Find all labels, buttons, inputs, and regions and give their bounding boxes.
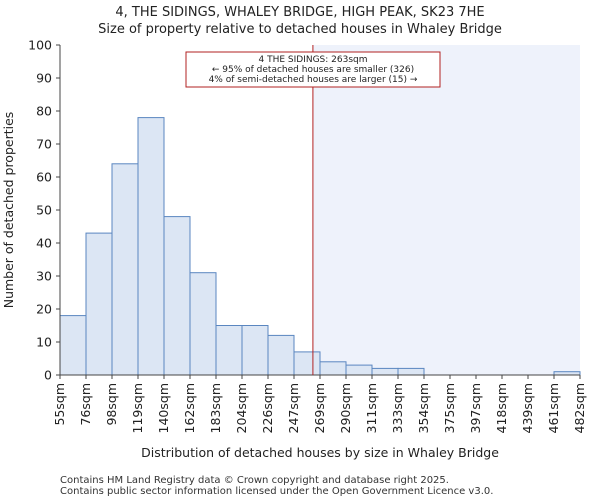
x-tick-label: 204sqm — [234, 383, 249, 433]
y-tick-label: 70 — [36, 137, 52, 152]
bar-55sqm — [59, 315, 87, 376]
bar-247sqm — [293, 351, 321, 376]
x-tick-label: 140sqm — [156, 383, 171, 433]
y-tick-label: 100 — [28, 38, 52, 53]
y-tick-label: 80 — [36, 104, 52, 119]
x-tick-label: 76sqm — [78, 383, 93, 426]
x-tick-label: 247sqm — [286, 383, 301, 433]
x-tick-label: 311sqm — [364, 383, 379, 433]
y-axis-label: Number of detached properties — [1, 112, 16, 309]
x-tick-label: 98sqm — [104, 383, 119, 426]
annotation-line-2: ← 95% of detached houses are smaller (32… — [212, 65, 414, 75]
bar-140sqm — [163, 216, 191, 376]
highlight-region — [312, 45, 580, 375]
x-tick-label: 290sqm — [338, 383, 353, 433]
x-tick-label: 418sqm — [494, 383, 509, 433]
y-tick-label: 20 — [36, 302, 52, 317]
chart-subtitle: Size of property relative to detached ho… — [98, 22, 502, 37]
x-axis-label: Distribution of detached houses by size … — [141, 445, 499, 460]
y-tick-label: 50 — [36, 203, 52, 218]
x-tick-label: 439sqm — [520, 383, 535, 433]
x-tick-label: 162sqm — [182, 383, 197, 433]
x-tick-label: 333sqm — [390, 383, 405, 433]
x-tick-label: 375sqm — [442, 383, 457, 433]
y-tick-label: 0 — [44, 368, 52, 383]
y-tick-label: 40 — [36, 236, 52, 251]
chart-title: 4, THE SIDINGS, WHALEY BRIDGE, HIGH PEAK… — [115, 5, 484, 20]
x-tick-label: 269sqm — [312, 383, 327, 433]
y-tick-label: 10 — [36, 335, 52, 350]
annotation-border — [185, 51, 441, 88]
x-tick-label: 482sqm — [572, 383, 587, 433]
bar-269sqm — [319, 361, 347, 376]
footer-line-1: Contains HM Land Registry data © Crown c… — [60, 475, 449, 486]
bar-162sqm — [189, 272, 217, 376]
x-tick-label: 119sqm — [130, 383, 145, 433]
y-tick-label: 30 — [36, 269, 52, 284]
bar-311sqm — [371, 367, 399, 376]
bar-183sqm — [215, 325, 243, 376]
x-tick-label: 354sqm — [416, 383, 431, 433]
bar-204sqm — [241, 325, 269, 376]
bar-226sqm — [267, 334, 295, 376]
bar-119sqm — [137, 117, 165, 376]
footer-line-2: Contains public sector information licen… — [60, 486, 493, 497]
x-tick-label: 183sqm — [208, 383, 223, 433]
annotation-line-1: 4 THE SIDINGS: 263sqm — [258, 55, 367, 65]
annotation-box: 4 THE SIDINGS: 263sqm ← 95% of detached … — [185, 51, 441, 88]
bar-290sqm — [345, 364, 373, 376]
y-tick-label: 60 — [36, 170, 52, 185]
annotation-line-3: 4% of semi-detached houses are larger (1… — [209, 75, 418, 85]
y-tick-label: 90 — [36, 71, 52, 86]
plot-area: 0 10 20 30 40 50 60 70 80 90 100 55sqm 76sqm 98sqm 119… — [28, 38, 587, 434]
bar-333sqm — [397, 367, 425, 376]
x-tick-label: 226sqm — [260, 383, 275, 433]
x-tick-label: 461sqm — [546, 383, 561, 433]
x-tick-label: 55sqm — [52, 383, 67, 426]
x-tick-label: 397sqm — [468, 383, 483, 433]
bar-76sqm — [85, 232, 113, 376]
bar-98sqm — [111, 163, 139, 376]
